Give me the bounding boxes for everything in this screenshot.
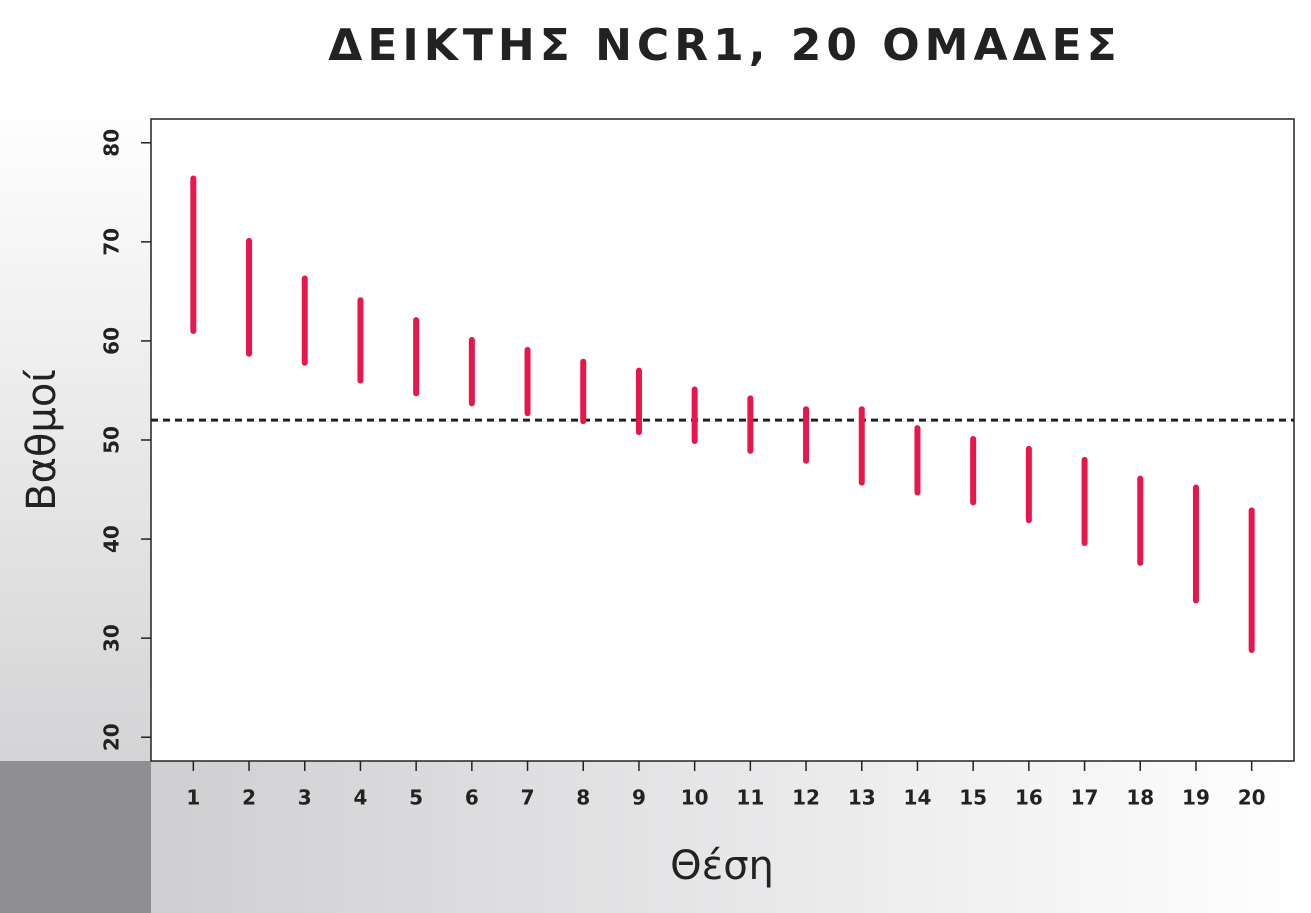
- x-tick-label: 5: [409, 786, 423, 810]
- x-tick-label: 2: [242, 786, 256, 810]
- x-tick-label: 20: [1238, 786, 1266, 810]
- x-tick-label: 16: [1015, 786, 1043, 810]
- plot-area: [150, 118, 1295, 762]
- chart-title: ΔΕΙΚΤΗΣ NCR1, 20 ΟΜΑΔΕΣ: [328, 20, 1121, 71]
- x-tick-label: 11: [736, 786, 764, 810]
- x-tick-label: 17: [1071, 786, 1099, 810]
- x-tick-label: 12: [792, 786, 820, 810]
- x-tick-label: 3: [298, 786, 312, 810]
- background-corner: [0, 761, 151, 913]
- x-tick-label: 1: [186, 786, 200, 810]
- y-axis-label: Βαθμοί: [19, 369, 65, 511]
- y-tick-label: 40: [100, 525, 124, 553]
- x-tick-label: 13: [848, 786, 876, 810]
- x-axis-label: Θέση: [670, 843, 774, 889]
- x-tick-label: 4: [353, 786, 367, 810]
- y-tick-label: 60: [100, 327, 124, 355]
- x-tick-label: 14: [904, 786, 932, 810]
- x-tick-label: 6: [465, 786, 479, 810]
- y-tick-label: 30: [100, 624, 124, 652]
- y-tick-label: 70: [100, 228, 124, 256]
- x-tick-label: 15: [959, 786, 987, 810]
- background-left: [0, 100, 151, 761]
- x-tick-label: 19: [1182, 786, 1210, 810]
- x-tick-label: 10: [681, 786, 709, 810]
- y-tick-label: 50: [100, 426, 124, 454]
- x-tick-label: 18: [1126, 786, 1154, 810]
- y-tick-label: 80: [100, 129, 124, 157]
- background-bottom: [151, 761, 1311, 913]
- x-tick-label: 8: [576, 786, 590, 810]
- y-tick-label: 20: [100, 723, 124, 751]
- x-tick-label: 9: [632, 786, 646, 810]
- x-tick-label: 7: [521, 786, 535, 810]
